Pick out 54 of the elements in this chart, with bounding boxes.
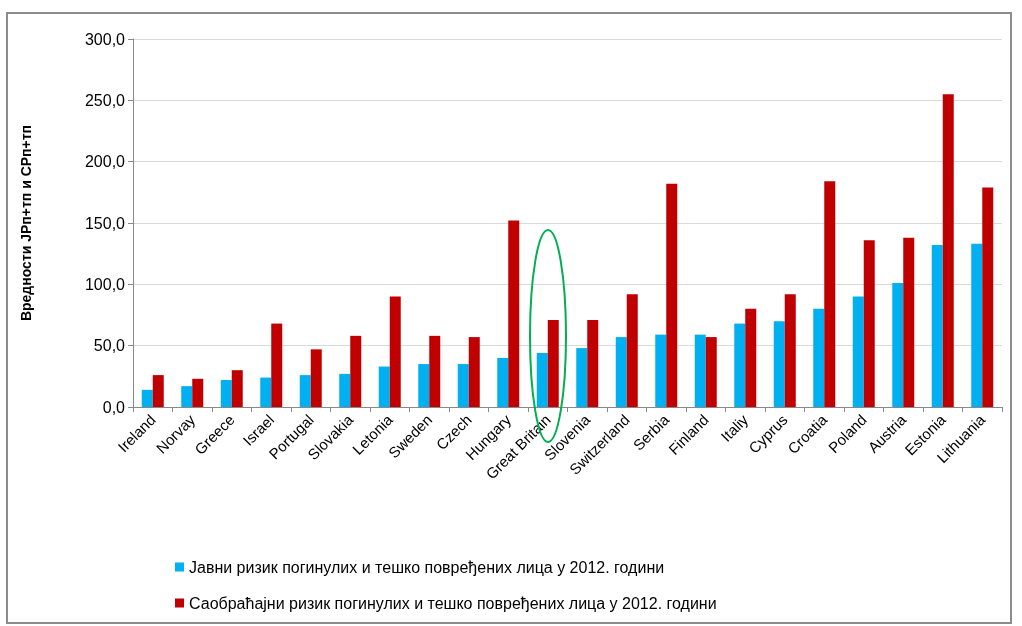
bar bbox=[863, 240, 875, 407]
y-tick-label: 50,0 bbox=[93, 337, 126, 355]
bar bbox=[260, 377, 272, 407]
bar bbox=[734, 323, 746, 407]
bar bbox=[587, 319, 599, 407]
bar bbox=[152, 375, 164, 407]
bar bbox=[852, 296, 864, 407]
bar bbox=[418, 364, 430, 407]
bar bbox=[350, 335, 362, 407]
bar bbox=[310, 349, 322, 407]
y-tick-label: 0,0 bbox=[102, 398, 126, 416]
bar bbox=[536, 353, 548, 407]
bar bbox=[378, 366, 390, 407]
bar bbox=[931, 245, 943, 407]
bar bbox=[181, 386, 193, 407]
bar bbox=[615, 337, 627, 407]
bar bbox=[626, 294, 638, 407]
y-tick-label: 100,0 bbox=[84, 275, 126, 293]
bar bbox=[468, 337, 480, 407]
bar bbox=[745, 308, 757, 407]
y-axis-title: Вредности ЈРп+тп и СРп+тп bbox=[18, 124, 34, 322]
bar bbox=[903, 237, 915, 407]
bar bbox=[694, 334, 706, 407]
bar bbox=[508, 220, 520, 407]
y-tick-label: 300,0 bbox=[84, 30, 126, 48]
bar bbox=[892, 283, 904, 407]
y-tick-label: 200,0 bbox=[84, 153, 126, 171]
bar bbox=[389, 296, 401, 407]
bar bbox=[824, 181, 836, 407]
bar bbox=[339, 373, 351, 407]
bar bbox=[429, 335, 441, 407]
bar bbox=[299, 375, 311, 407]
y-tick-label: 150,0 bbox=[84, 214, 126, 232]
y-tick-label: 250,0 bbox=[84, 91, 126, 109]
bar bbox=[497, 357, 509, 407]
bar bbox=[773, 321, 785, 407]
bar bbox=[971, 243, 983, 407]
bar bbox=[271, 323, 283, 407]
bar bbox=[813, 308, 825, 407]
bar bbox=[784, 294, 796, 407]
bar bbox=[220, 380, 232, 407]
bar bbox=[655, 334, 667, 407]
bar bbox=[576, 348, 588, 407]
bar bbox=[982, 187, 994, 407]
bar bbox=[141, 389, 153, 407]
bar bbox=[231, 370, 243, 407]
bar bbox=[192, 378, 204, 407]
bar bbox=[547, 319, 559, 407]
legend-label: Саобраћајни ризик погинулих и тешко повређених лица у 2012. години bbox=[189, 594, 717, 612]
legend-label: Јавни ризик погинулих и тешко повређених лица у 2012. години bbox=[189, 558, 665, 576]
bar bbox=[457, 364, 469, 407]
bar bbox=[666, 183, 678, 407]
bar bbox=[705, 337, 717, 407]
bar bbox=[942, 94, 954, 407]
